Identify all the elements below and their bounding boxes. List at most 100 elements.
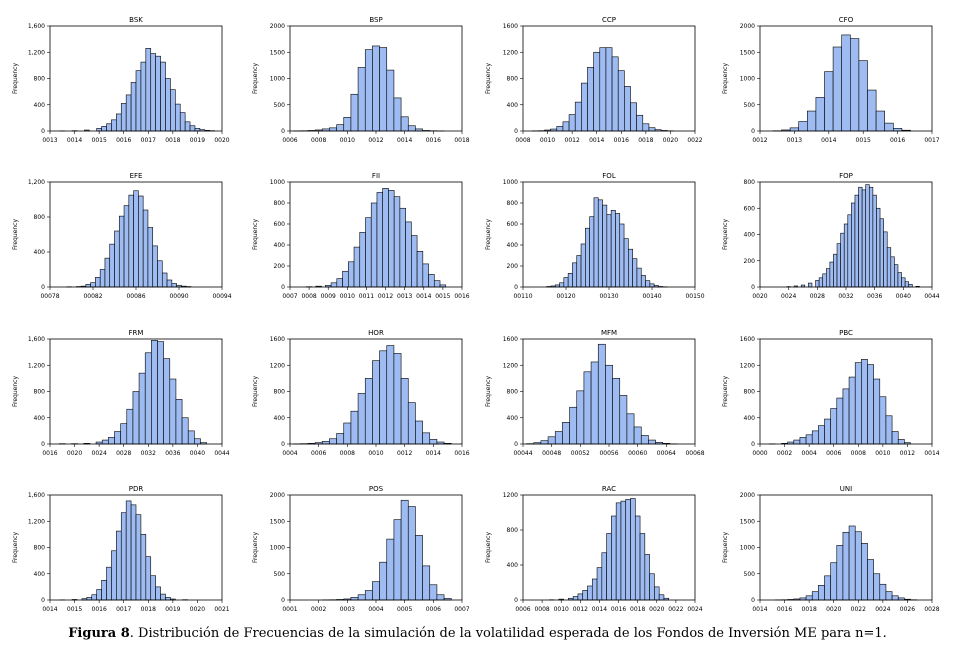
chart-title: CCP [602,16,616,24]
y-tick-label: 800 [34,545,46,552]
histogram-bar [157,260,163,288]
histogram-bar [840,232,845,288]
histogram-bar [569,406,578,445]
y-tick-label: 1,200 [28,362,45,369]
histogram-bar [163,358,171,445]
histogram-bar [357,67,366,132]
histogram-bar [619,395,628,445]
histogram-bar [799,437,807,445]
x-tick-label: 0017 [924,137,939,144]
x-tick-label: 0010 [340,137,355,144]
histogram-bar [830,562,838,601]
histogram-bar [400,116,409,132]
y-tick-label: 1000 [270,76,285,83]
x-tick-label: 0040 [190,450,205,457]
histogram-bar [811,591,819,601]
histogram-bar [194,438,201,445]
y-tick-label: 0 [281,441,285,448]
y-axis-label: Frequency [252,376,259,407]
histogram-pos: POS 0 500 1000 1500 2000 0001 0002 0003 0004 0005 0… [252,485,470,613]
histogram-bar [577,593,584,601]
x-tick-label: 0013 [397,293,412,300]
y-tick-label: 1500 [740,49,755,56]
histogram-bar [847,214,852,288]
y-tick-label: 1600 [503,23,518,30]
x-tick-label: 0018 [638,137,653,144]
histogram-bar [649,283,655,288]
histogram-bar [336,433,345,445]
histogram-rac: RAC 0 400 800 1200 0006 0008 0010 0012 0014 0016 00… [485,485,703,613]
histogram-bar [407,506,416,601]
histogram-bar [894,264,899,288]
histogram-bar [824,575,831,601]
histogram-bar [415,535,423,601]
histogram-bar [901,277,906,288]
y-axis-label: Frequency [722,219,729,250]
histogram-bar [587,585,593,601]
histogram-bar [851,202,856,288]
histogram-bar [114,431,121,445]
histogram-bar [805,595,813,601]
x-tick-label: 00082 [83,293,102,300]
y-tick-label: 500 [744,102,756,109]
x-tick-label: 0014 [397,137,412,144]
x-tick-label: 0016 [614,137,629,144]
histogram-bar [583,371,592,445]
x-tick-label: 0006 [826,450,841,457]
x-tick-label: 0020 [190,606,205,613]
y-tick-label: 200 [744,258,756,265]
histogram-bar [798,121,808,132]
histogram-fol: FOL 0 200 400 600 800 1000 00110 00120 00130 00140… [485,172,705,300]
chart-title: PDR [129,485,144,493]
y-tick-label: 1000 [503,179,518,186]
histogram-bar [832,46,842,132]
histogram-bar [886,247,892,288]
x-tick-label: 0010 [368,450,383,457]
x-tick-label: 0012 [378,293,393,300]
histogram-bar [642,123,650,132]
x-tick-label: 00120 [556,293,575,300]
histogram-bar [547,436,556,445]
histogram-bar [109,243,115,288]
figure-caption: Figura 8. Distribución de Frecuencias de… [0,626,955,641]
histogram-bar [144,352,152,445]
histogram-bar [99,269,106,288]
y-tick-label: 400 [507,102,519,109]
x-tick-label: 0014 [821,137,836,144]
chart-title: FOL [602,172,616,180]
y-tick-label: 0 [41,128,45,135]
histogram-bar [562,121,570,132]
histogram-bar [861,189,867,288]
y-tick-label: 800 [744,389,756,396]
chart-title: PBC [839,329,853,337]
histogram-bar [645,280,651,288]
histogram-bar [848,525,856,601]
x-tick-label: 0006 [515,606,530,613]
histogram-bar [830,408,838,445]
histogram-mfm: MFM 0 400 800 1200 1600 00044 00048 00052 00056 00… [485,329,705,457]
histogram-bar [106,123,112,132]
histogram-grid: BSK 0 400 800 1,200 1,600 0013 0014 0015 0016 0017… [12,16,940,613]
histogram-bar [370,202,378,288]
x-tick-label: 0022 [668,606,683,613]
histogram-bar [593,197,599,288]
histogram-bar [179,112,186,132]
histogram-bar [350,410,359,445]
histogram-bar [364,49,373,132]
x-tick-label: 0008 [851,450,866,457]
histogram-bar [138,195,144,288]
x-tick-label: 0018 [802,606,817,613]
chart-title: FRM [129,329,144,337]
histogram-bar [626,413,635,445]
histogram-bar [836,243,841,288]
histogram-bar [386,69,395,132]
x-tick-label: 00090 [169,293,188,300]
histogram-bar [597,199,603,288]
y-tick-label: 1,600 [28,492,45,499]
histogram-bsp: BSP 0 500 1000 1500 2000 0006 0008 0010 0012 0014 0… [252,16,470,144]
chart-title: HOR [368,329,384,337]
y-tick-label: 600 [507,221,519,228]
histogram-bar [572,262,578,288]
y-tick-label: 1,600 [28,336,45,343]
histogram-bar [114,230,120,288]
